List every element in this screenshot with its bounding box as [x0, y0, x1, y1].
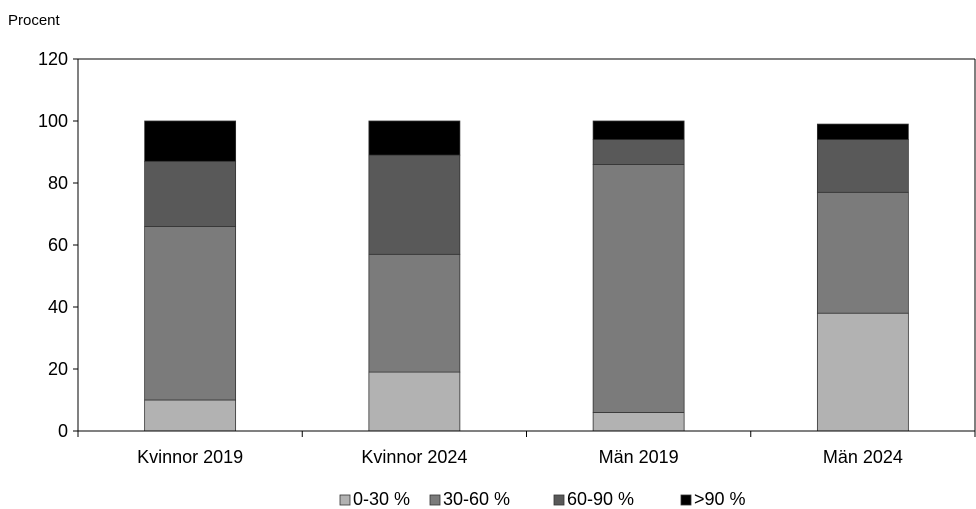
legend-label: 30-60 %	[443, 489, 510, 509]
bar-segment-4-4	[816, 123, 909, 140]
x-category-label: Män 2024	[823, 447, 903, 467]
x-category-label: Kvinnor 2019	[137, 447, 243, 467]
legend-swatch	[680, 494, 692, 506]
legend-label: >90 %	[694, 489, 746, 509]
axes-layer: 0 20 40 60 80 100 120 Kvinnor 2019 Kvinnor 2024 M…	[38, 49, 976, 467]
bar-segment-2-3	[368, 154, 461, 255]
bar-segment-2-4	[368, 120, 461, 156]
y-tick-label: 100	[38, 111, 68, 131]
y-tick-label: 40	[48, 297, 68, 317]
y-tick-label: 80	[48, 173, 68, 193]
bar-segment-3-4	[592, 120, 685, 141]
bar-segment-3-2	[592, 163, 685, 413]
legend-label: 0-30 %	[353, 489, 410, 509]
bars-layer	[144, 120, 909, 432]
bar-segment-2-1	[368, 371, 461, 432]
bar-segment-1-1	[144, 399, 237, 432]
y-tick-label: 0	[58, 421, 68, 441]
legend: 0-30 % 30-60 % 60-90 % >90 %	[339, 489, 746, 509]
bar-segment-4-2	[816, 191, 909, 314]
y-tick-label: 120	[38, 49, 68, 69]
legend-swatch	[339, 494, 351, 506]
y-unit-label: Procent	[8, 12, 61, 29]
bar-segment-4-3	[816, 139, 909, 193]
bar-segment-1-2	[144, 225, 237, 401]
x-category-label: Kvinnor 2024	[361, 447, 467, 467]
y-tick-label: 60	[48, 235, 68, 255]
bar-segment-3-1	[592, 411, 685, 432]
y-tick-label: 20	[48, 359, 68, 379]
bar-segment-1-3	[144, 160, 237, 227]
x-category-label: Män 2019	[599, 447, 679, 467]
legend-swatch	[553, 494, 565, 506]
legend-label: 60-90 %	[567, 489, 634, 509]
legend-swatch	[429, 494, 441, 506]
bar-segment-3-3	[592, 139, 685, 165]
bar-segment-2-2	[368, 253, 461, 373]
bar-segment-4-1	[816, 312, 909, 432]
bar-segment-1-4	[144, 120, 237, 162]
